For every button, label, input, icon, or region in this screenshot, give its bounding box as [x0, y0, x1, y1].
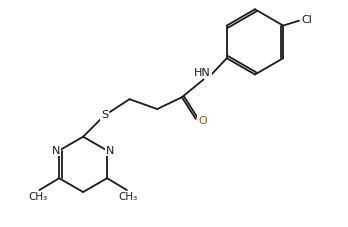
Text: CH₃: CH₃ [29, 192, 48, 202]
Text: N: N [106, 146, 114, 155]
Text: Cl: Cl [301, 15, 313, 25]
Text: O: O [198, 116, 207, 126]
Text: N: N [52, 146, 61, 155]
Text: HN: HN [194, 67, 211, 77]
Text: S: S [101, 110, 109, 120]
Text: CH₃: CH₃ [118, 192, 137, 202]
